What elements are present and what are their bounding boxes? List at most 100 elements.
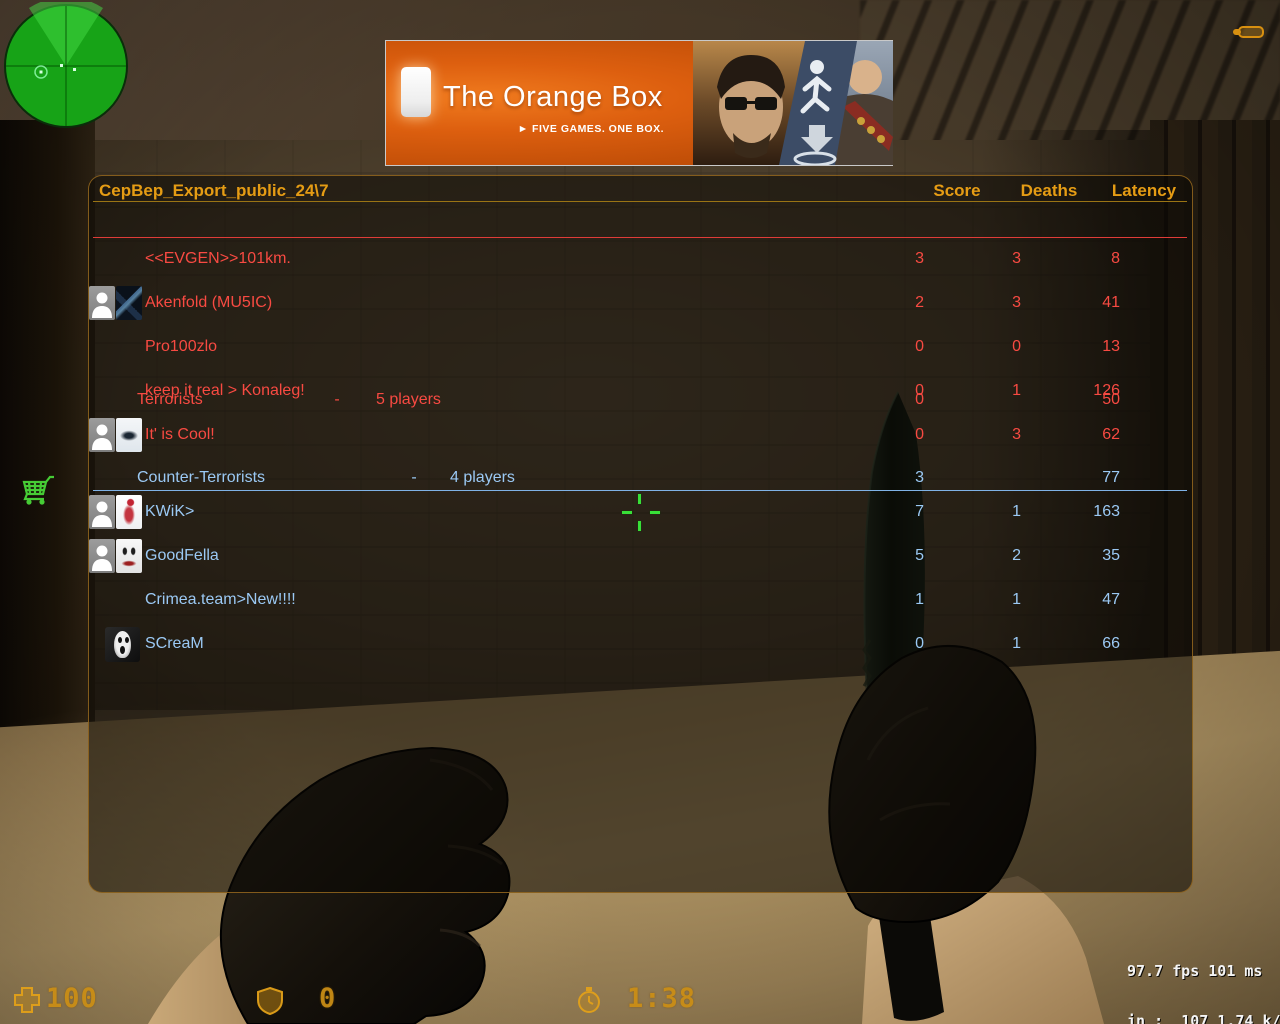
player-score: 0 [915,338,924,355]
player-latency: 66 [1102,635,1120,652]
player-latency: 41 [1102,294,1120,311]
player-name: Pro100zlo [145,338,218,355]
steam-person-icon [89,495,115,529]
banner-tagline: ► FIVE GAMES. ONE BOX. [517,123,664,135]
team-player-count: 4 players [450,469,515,486]
column-header-latency: Latency [1111,181,1177,200]
round-timer-icon [578,987,600,1013]
player-latency: 163 [1093,503,1120,520]
column-header-deaths: Deaths [1020,181,1078,200]
player-latency: 13 [1102,338,1120,355]
avatar-image [116,539,142,573]
terrorist-divider [93,237,1187,238]
steam-person-icon [89,539,115,573]
team-score: 3 [915,469,924,486]
column-header-score: Score [933,181,981,200]
team-latency: 50 [1102,391,1120,408]
table-row: Crimea.team>New!!!! 1 1 47 [89,589,1194,611]
player-name: SCreaM [145,635,204,652]
header-divider [93,201,1187,202]
team-separator: - [411,469,417,486]
player-latency: 126 [1093,382,1120,399]
player-name: GoodFella [145,547,219,564]
orange-box-ad-banner: The Orange Box λ ► FIVE GAMES. ONE BOX. [385,40,893,166]
player-deaths: 3 [1012,426,1021,443]
table-row: GoodFella 5 2 35 [89,539,1194,573]
radar [4,2,128,128]
radar-player-dot [60,64,63,67]
player-latency: 8 [1111,250,1120,267]
player-deaths: 1 [1012,635,1021,652]
player-deaths: 3 [1012,250,1021,267]
armor-shield-icon [257,986,283,1015]
player-latency: 47 [1102,591,1120,608]
down-arrow-icon [801,125,833,153]
left-arch-column [0,120,95,760]
player-name: keep it real > Konaleg! [145,382,305,399]
netgraph-fps: 97.7 fps 101 ms [1127,962,1263,980]
radar-player-dot [73,68,76,71]
player-deaths: 1 [1012,591,1021,608]
team-name: Terrorists [137,391,203,408]
player-score: 3 [915,250,924,267]
player-deaths: 1 [1012,382,1021,399]
player-name: Akenfold (MU5IC) [145,294,273,311]
player-deaths: 0 [1012,338,1021,355]
radar-player-dot [39,70,43,74]
team-name: Counter-Terrorists [137,469,266,486]
ct-divider [93,490,1187,491]
avatar-image [116,418,142,452]
avatar [89,495,142,529]
radar-teammate-ring [34,65,48,79]
player-name: It' is Cool! [145,426,215,443]
player-score: 5 [915,547,924,564]
player-score: 0 [915,426,924,443]
avatar [89,286,142,320]
team-player-count: 5 players [376,391,441,408]
table-row: Pro100zlo 0 0 13 [89,336,1194,358]
player-score: 1 [915,591,924,608]
buy-zone-cart-icon [22,475,54,505]
steam-person-icon [89,418,115,452]
health-value: 100 [46,983,98,1014]
steam-person-icon [89,286,115,320]
net-graph: 97.7 fps 101 ms in : 107 1.74 k/s out: 3… [1127,930,1280,1024]
portal-runner-icon [800,60,832,114]
round-timer-value: 1:38 [627,983,697,1014]
player-name: <<EVGEN>>101km. [145,250,291,267]
player-name: KWiK> [145,503,195,520]
player-name: Crimea.team>New!!!! [145,591,296,608]
player-score: 2 [915,294,924,311]
avatar-image [105,627,140,662]
server-name: CepBep_Export_public_24\7 [99,181,329,200]
avatar [89,418,142,452]
scoreboard-panel: CepBep_Export_public_24\7 Score Deaths L… [88,175,1193,893]
table-row: <<EVGEN>>101km. 3 3 8 [89,248,1194,270]
player-deaths: 3 [1012,294,1021,311]
avatar-image [116,495,142,529]
avatar-image [116,286,142,320]
table-row: It' is Cool! 0 3 62 [89,418,1194,452]
table-row: SCreaM 0 1 66 [89,627,1194,662]
ammo-pickup-icon [1233,26,1264,38]
player-latency: 62 [1102,426,1120,443]
player-score: 7 [915,503,924,520]
table-row: KWiK> 7 1 163 [89,495,1194,529]
netgraph-in: in : 107 1.74 k/s [1127,1011,1280,1024]
table-row: keep it real > Konaleg! 0 1 126 [89,380,1194,402]
health-icon [14,987,40,1013]
orange-box-logo-box [401,67,431,117]
player-score: 0 [915,382,924,399]
player-deaths: 2 [1012,547,1021,564]
team-separator: - [334,391,340,408]
armor-value: 0 [319,983,337,1014]
team-latency: 77 [1102,469,1120,486]
player-score: 0 [915,635,924,652]
player-deaths: 1 [1012,503,1021,520]
team-row-counter-terrorists: Counter-Terrorists - 4 players 3 77 [89,467,1194,489]
table-row: Akenfold (MU5IC) 2 3 41 [89,286,1194,320]
banner-artwork [693,41,893,165]
player-latency: 35 [1102,547,1120,564]
banner-title: The Orange Box [443,81,663,113]
